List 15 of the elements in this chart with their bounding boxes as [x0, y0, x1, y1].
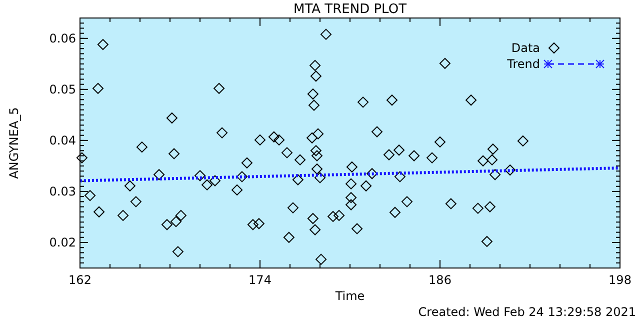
y-tick-label: 0.04 [49, 133, 76, 148]
legend-label: Data [511, 41, 540, 55]
x-tick-label: 198 [608, 273, 632, 287]
x-tick-label: 174 [248, 273, 272, 287]
y-tick-label: 0.02 [49, 235, 76, 250]
x-tick-label: 186 [428, 273, 452, 287]
chart-title: MTA TREND PLOT [293, 2, 407, 17]
x-axis-title: Time [334, 289, 365, 303]
x-tick-label: 162 [68, 273, 92, 287]
y-tick-label: 0.06 [49, 31, 76, 46]
legend-label: Trend [506, 57, 540, 71]
y-axis-title: ANGYNEA_5 [7, 107, 21, 179]
text: Created: Wed Feb 24 13:29:58 2021 [418, 305, 636, 319]
y-tick-label: 0.03 [49, 184, 76, 198]
y-tick-label: 0.05 [49, 82, 76, 96]
